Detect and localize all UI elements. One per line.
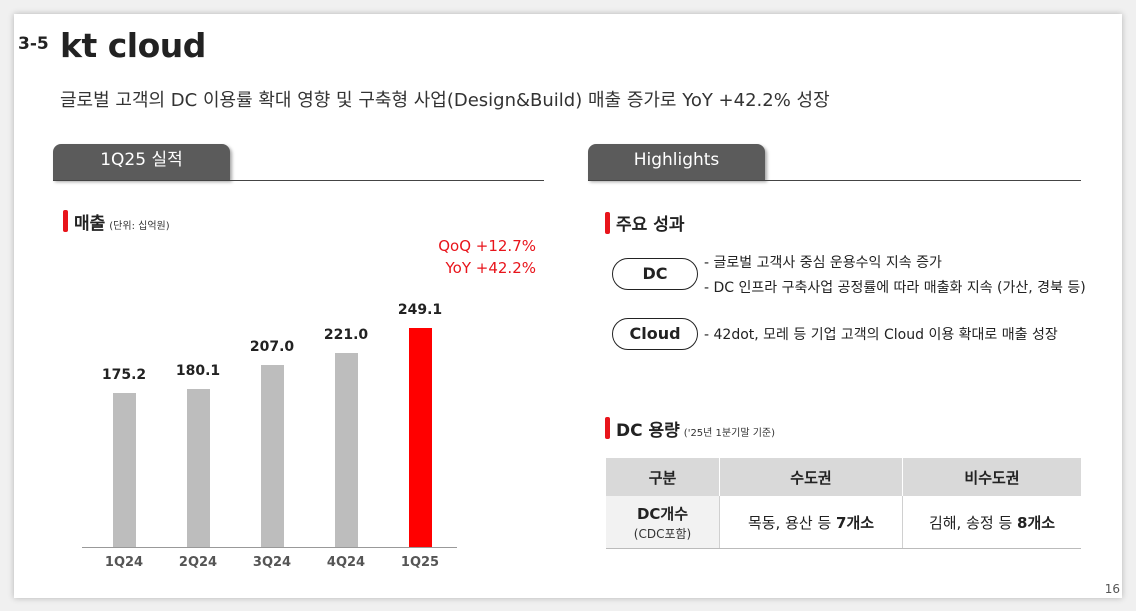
revenue-chart: 175.2 1Q24 180.1 2Q24 207.0 3Q24 221.0 4Q24 249.… — [74, 294, 464, 584]
page-number: 16 — [1104, 582, 1120, 596]
value-label: 207.0 — [249, 339, 295, 355]
nonmetro-cell: 김해, 송정 등 8개소 — [902, 496, 1081, 549]
value-label: 180.1 — [175, 362, 221, 379]
dc-capacity-note: ('25년 1분기말 기준) — [683, 428, 775, 439]
cloud-tag: Cloud — [612, 318, 698, 350]
row-label-cell: DC개수 (CDC포함) — [606, 496, 720, 549]
highlight-line: - 글로벌 고객사 중심 운용수익 지속 증가 — [704, 255, 942, 271]
section-marker — [63, 210, 68, 232]
results-tab: 1Q25 실적 — [53, 144, 230, 180]
x-tick-label: 1Q25 — [400, 555, 440, 570]
table-header: 구분 — [606, 458, 720, 496]
unit-note: (단위: 십억원) — [109, 221, 170, 232]
value-label: 249.1 — [397, 302, 443, 318]
section-marker — [605, 417, 610, 439]
page-title: kt cloud — [60, 26, 206, 65]
section-number: 3-5 — [18, 34, 49, 54]
slide: 3-5 kt cloud 글로벌 고객의 DC 이용률 확대 영향 및 구축형 … — [14, 14, 1122, 598]
highlight-line: - DC 인프라 구축사업 공정률에 따라 매출화 지속 (가산, 경북 등) — [704, 280, 1086, 296]
dc-capacity-title-text: DC 용량 — [616, 421, 680, 441]
nonmetro-count: 8개소 — [1017, 513, 1056, 532]
yoy-growth: YoY +42.2% — [445, 259, 537, 277]
highlight-line: - 42dot, 모레 등 기업 고객의 Cloud 이용 확대로 매출 성장 — [704, 327, 1058, 343]
x-tick-label: 2Q24 — [178, 555, 218, 570]
right-divider — [588, 180, 1081, 181]
table-header: 수도권 — [719, 458, 903, 496]
x-axis-line — [82, 547, 457, 548]
dc-tag: DC — [612, 258, 698, 290]
highlights-tab: Highlights — [588, 144, 765, 180]
table-header: 비수도권 — [902, 458, 1081, 496]
value-label: 221.0 — [323, 326, 369, 343]
row-label: DC개수 — [636, 504, 689, 523]
metro-cell: 목동, 용산 등 7개소 — [719, 496, 903, 549]
growth-callout: QoQ +12.7% YoY +42.2% — [394, 235, 536, 279]
dc-capacity-title: DC 용량 ('25년 1분기말 기준) — [616, 416, 775, 441]
x-tick-label: 1Q24 — [104, 555, 144, 570]
metro-count: 7개소 — [836, 513, 875, 532]
left-divider — [53, 180, 544, 181]
revenue-title: 매출 (단위: 십억원) — [74, 209, 170, 234]
table-row: DC개수 (CDC포함) 목동, 용산 등 7개소 김해, 송정 등 8개소 — [606, 496, 1081, 549]
x-tick-label: 4Q24 — [326, 555, 366, 570]
x-tick-label: 3Q24 — [252, 555, 292, 570]
table-header-row: 구분 수도권 비수도권 — [606, 458, 1081, 496]
dc-capacity-table: 구분 수도권 비수도권 DC개수 (CDC포함) 목동, 용산 등 7개소 김해… — [606, 458, 1081, 549]
section-marker — [605, 212, 610, 234]
bar-1Q25 — [409, 328, 432, 547]
bar-1Q24 — [113, 392, 136, 547]
revenue-title-text: 매출 — [74, 214, 106, 234]
row-sublabel: (CDC포함) — [633, 526, 692, 541]
qoq-growth: QoQ +12.7% — [438, 237, 536, 255]
bar-2Q24 — [187, 388, 210, 547]
key-results-title: 주요 성과 — [616, 215, 685, 235]
page-subtitle: 글로벌 고객의 DC 이용률 확대 영향 및 구축형 사업(Design&Bui… — [60, 90, 830, 111]
bar-4Q24 — [335, 352, 358, 547]
value-label: 175.2 — [101, 366, 147, 383]
bar-3Q24 — [261, 365, 284, 547]
